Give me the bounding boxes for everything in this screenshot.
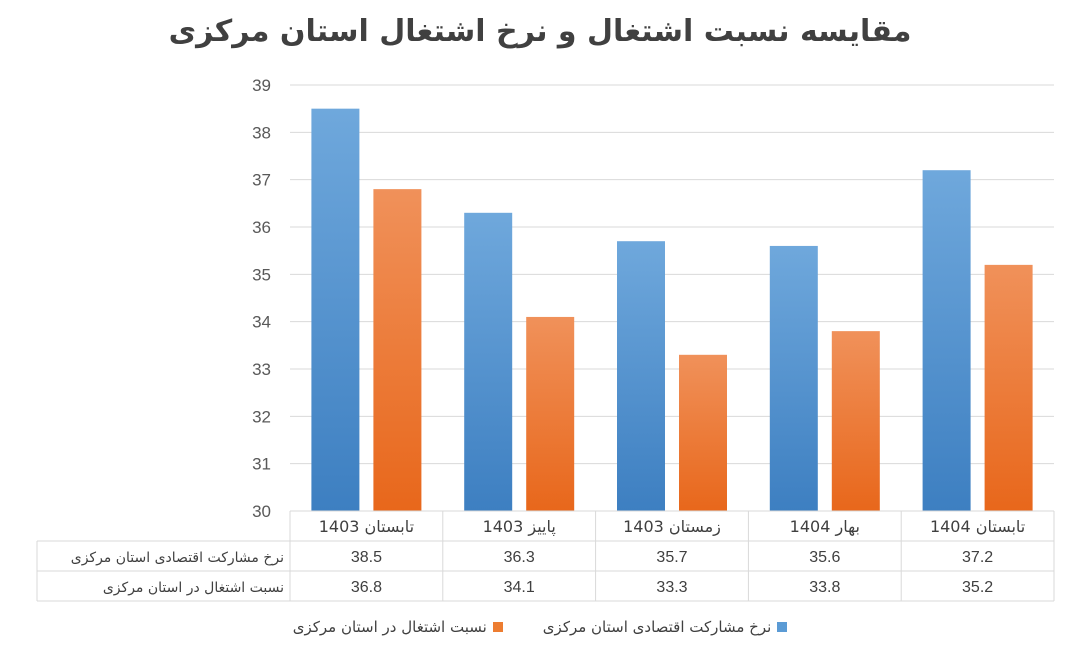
category-label: زمستان 1403 xyxy=(623,517,721,537)
bar xyxy=(311,108,360,512)
y-tick-label: 34 xyxy=(252,313,271,332)
bar xyxy=(984,264,1033,511)
table-cell: 35.2 xyxy=(962,579,993,596)
legend-item-participation: نرخ مشارکت اقتصادی استان مرکزی xyxy=(543,618,788,636)
legend-swatch-participation xyxy=(777,622,788,632)
y-tick-label: 35 xyxy=(252,265,271,284)
chart-title: مقایسه نسبت اشتغال و نرخ اشتغال استان مر… xyxy=(168,14,912,49)
legend-label-employment: نسبت اشتغال در استان مرکزی xyxy=(292,618,487,636)
y-tick-label: 36 xyxy=(252,218,271,237)
table-cell: 36.3 xyxy=(504,549,535,566)
table-cell: 33.8 xyxy=(809,579,840,596)
chart-plot: 30 31 32 33 34 35 36 37 38 39 تابستان 1403 پاییز 14… xyxy=(36,76,1055,602)
table-cell: 35.7 xyxy=(656,549,687,566)
bar xyxy=(922,170,971,511)
legend-label-participation: نرخ مشارکت اقتصادی استان مرکزی xyxy=(542,618,772,636)
category-label: پاییز 1403 xyxy=(483,517,556,537)
category-label: تابستان 1403 xyxy=(319,517,414,536)
category-label: تابستان 1404 xyxy=(930,517,1025,536)
y-tick-label: 30 xyxy=(252,502,271,521)
table-cell: 36.8 xyxy=(351,579,382,596)
y-tick-label: 38 xyxy=(252,123,271,142)
table-row-label: نسبت اشتغال در استان مرکزی xyxy=(103,580,284,596)
y-tick-label: 39 xyxy=(252,76,271,95)
legend: نرخ مشارکت اقتصادی استان مرکزی نسبت اشتغ… xyxy=(0,618,1080,636)
bar xyxy=(769,245,818,511)
bar xyxy=(464,212,513,512)
y-tick-label: 32 xyxy=(252,407,271,426)
table-cell: 35.6 xyxy=(809,549,840,566)
legend-swatch-employment xyxy=(492,622,503,632)
y-tick-label: 33 xyxy=(252,360,271,379)
table-cell: 37.2 xyxy=(962,549,993,566)
bar xyxy=(526,316,575,511)
category-label: بهار 1404 xyxy=(790,517,860,537)
bar xyxy=(679,354,727,511)
y-tick-label: 37 xyxy=(252,171,271,190)
bar xyxy=(617,241,665,511)
table-cell: 33.3 xyxy=(656,579,687,596)
y-tick-label: 31 xyxy=(252,455,271,474)
table-cell: 34.1 xyxy=(504,579,535,596)
bar xyxy=(831,331,880,511)
table-row-label: نرخ مشارکت اقتصادی استان مرکزی xyxy=(71,550,284,566)
table-cell: 38.5 xyxy=(351,549,382,566)
legend-item-employment: نسبت اشتغال در استان مرکزی xyxy=(293,618,503,636)
bar xyxy=(373,189,422,511)
